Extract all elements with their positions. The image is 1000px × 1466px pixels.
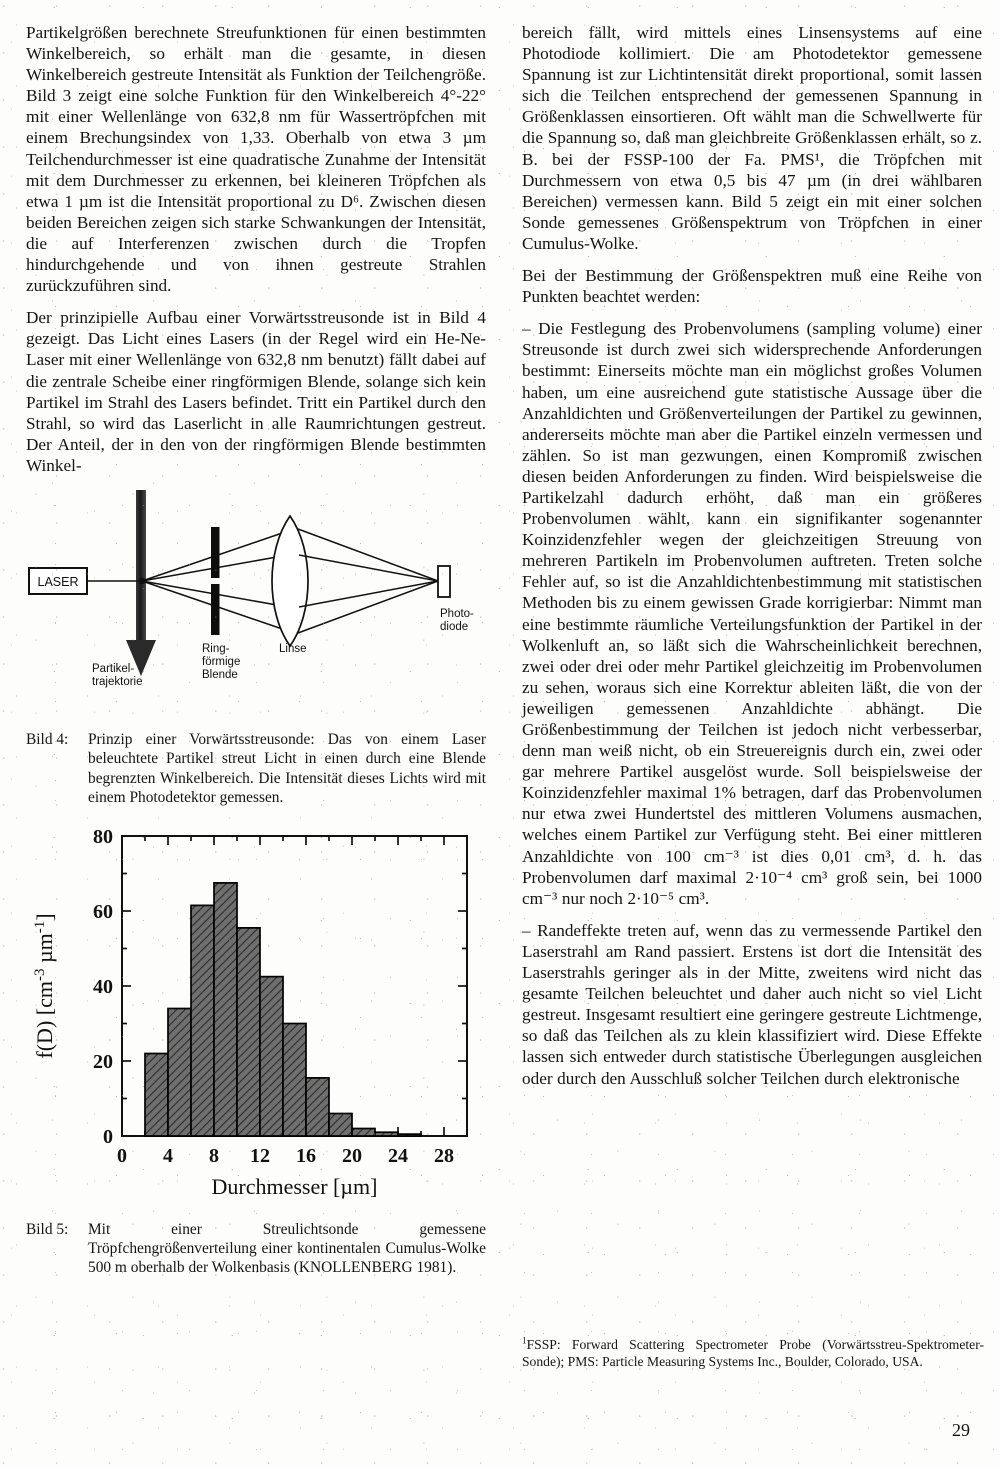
histogram-bar <box>397 1132 422 1137</box>
histogram-bar <box>351 1127 376 1137</box>
histogram-bar <box>328 1112 353 1137</box>
y-tick-label: 60 <box>93 901 113 923</box>
x-tick-label: 16 <box>296 1145 316 1167</box>
histogram-svg: 0 4 8 12 16 20 24 28 0 20 40 60 80 Durchmesser [µm] f(… <box>32 826 468 1199</box>
x-axis-title: Durchmesser [µm] <box>211 1174 377 1199</box>
particle-trajectory-label-line1: Partikel- <box>92 663 134 675</box>
svg-text:f(D) [cm-3 µm-1]: f(D) [cm-3 µm-1] <box>32 913 57 1058</box>
left-column: Partikelgrößen berechnete Streufunktione… <box>26 22 486 1278</box>
y-tick-label: 20 <box>93 1051 113 1073</box>
histogram-bar <box>213 881 238 1137</box>
figure-5-caption-label: Bild 5: <box>26 1220 69 1238</box>
histogram-bar <box>144 1052 169 1137</box>
histogram-bar <box>167 1007 192 1137</box>
lens <box>271 514 309 648</box>
histogram-bar <box>305 1076 330 1137</box>
aperture-label-line2: förmige <box>202 656 240 668</box>
x-tick-label: 12 <box>250 1145 270 1167</box>
figure-4-caption-label: Bild 4: <box>26 730 69 748</box>
histogram-bar <box>190 904 215 1137</box>
page-number: 29 <box>952 1420 970 1440</box>
x-tick-label: 8 <box>209 1145 219 1167</box>
particle-trajectory-label-line2: trajektorie <box>92 676 143 688</box>
x-tick-label: 24 <box>388 1145 408 1167</box>
lens-label: Linse <box>279 643 307 655</box>
paragraph-size-spectra-intro: Bei der Bestimmung der Größenspektren mu… <box>522 266 982 307</box>
figure-5-caption-text: Mit einer Streulichtsonde gemessene Tröp… <box>88 1220 486 1277</box>
paragraph-probe-setup: Der prinzipielle Aufbau einer Vorwärtsst… <box>26 308 486 475</box>
photodiode-label-line1: Photo- <box>440 608 474 620</box>
figure-4-caption-text: Prinzip einer Vorwärtsstreusonde: Das vo… <box>88 730 486 807</box>
aperture-label-line3: Blende <box>202 669 238 681</box>
photodiode-box <box>437 565 451 598</box>
y-tick-label: 80 <box>93 826 113 848</box>
figure-5-histogram: 0 4 8 12 16 20 24 28 0 20 40 60 80 Durchmesser [µm] f(… <box>26 820 486 1210</box>
footnote-text: FSSP: Forward Scattering Spectrometer Pr… <box>522 1337 984 1370</box>
paragraph-photodiode-collimation: bereich fällt, wird mittels eines Linsen… <box>522 23 982 253</box>
annular-aperture <box>211 526 220 635</box>
footnote: 1FSSP: Forward Scattering Spectrometer P… <box>522 1336 984 1371</box>
histogram-bar <box>259 975 284 1137</box>
paragraph-sampling-volume: – Die Festlegung des Probenvolumens (sam… <box>522 319 982 908</box>
figure-4-optical-schematic: LASER <box>26 489 486 720</box>
paragraph-edge-effects: – Randeffekte treten auf, wenn das zu ve… <box>522 920 982 1088</box>
figure-4-caption: Bild 4: Prinzip einer Vorwärtsstreusonde… <box>26 730 486 808</box>
x-tick-label: 20 <box>342 1145 362 1167</box>
histogram-bar <box>282 1022 307 1137</box>
y-tick-label: 0 <box>103 1126 113 1148</box>
right-column: bereich fällt, wird mittels eines Linsen… <box>522 22 982 1100</box>
scattered-rays-right <box>297 528 439 634</box>
laser-box: LASER <box>28 566 88 595</box>
histogram-bar <box>374 1130 399 1137</box>
x-tick-label: 28 <box>434 1145 454 1167</box>
y-tick-label: 40 <box>93 976 113 998</box>
x-tick-label: 0 <box>117 1145 127 1167</box>
photodiode-label-line2: diode <box>440 621 468 633</box>
figure-5-caption: Bild 5: Mit einer Streulichtsonde gemess… <box>26 1220 486 1278</box>
aperture-label-line1: Ring- <box>202 643 230 655</box>
x-tick-label: 4 <box>163 1145 173 1167</box>
laser-label: LASER <box>38 575 79 589</box>
histogram-bar <box>236 926 261 1137</box>
paragraph-scattering-functions: Partikelgrößen berechnete Streufunktione… <box>26 23 486 296</box>
y-axis-title: f(D) [cm-3 µm-1] <box>32 913 57 1058</box>
